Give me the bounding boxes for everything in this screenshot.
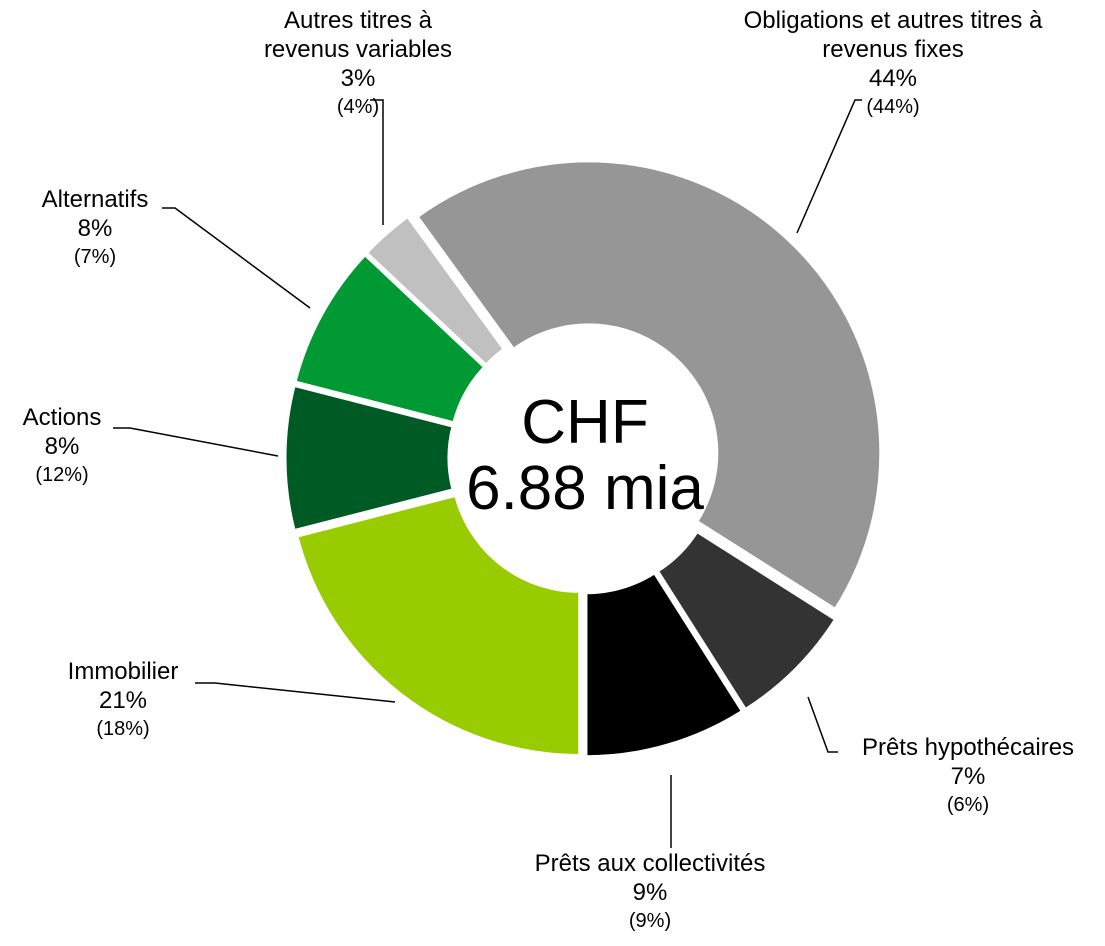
slice-label: Immobilier 21% (18%) [23, 657, 223, 743]
previous-value-label: (18%) [96, 718, 150, 740]
leader-line [113, 427, 279, 457]
value-label: 44% [868, 65, 918, 92]
value-label: 3% [340, 65, 376, 92]
donut-slice [283, 383, 455, 533]
previous-value-label: (9%) [628, 910, 672, 932]
category-label: Alternatifs [41, 186, 149, 213]
donut-slice [295, 493, 582, 758]
center-label: CHF [521, 388, 649, 457]
leaders [113, 99, 862, 848]
center-label: 6.88 mia [466, 454, 704, 523]
leader-line [796, 99, 862, 234]
leader-line [195, 682, 396, 703]
slice-label: Alternatifs 8% (7%) [5, 185, 185, 271]
donut-slice [655, 529, 838, 712]
previous-value-label: (12%) [35, 464, 89, 486]
category-label: Autres titres à revenus variables [263, 7, 453, 63]
slice-label: Autres titres à revenus variables 3% (4%) [238, 6, 478, 121]
previous-value-label: (44%) [866, 96, 920, 118]
slice-label: Actions 8% (12%) [0, 403, 142, 489]
value-label: 9% [632, 879, 668, 906]
donut-slice [584, 570, 745, 759]
donut-slice [415, 159, 883, 612]
category-label: Obligations et autres titres à revenus f… [743, 7, 1043, 63]
donut-slice [293, 252, 487, 425]
value-label: 8% [44, 433, 80, 460]
category-label: Prêts hypothécaires [861, 734, 1075, 761]
leader-line [370, 99, 384, 225]
slice-label: Prêts hypothécaires 7% (6%) [828, 733, 1105, 819]
category-label: Actions [22, 404, 102, 431]
leader-line [162, 207, 311, 309]
value-label: 7% [950, 763, 986, 790]
value-label: 8% [77, 215, 113, 242]
category-label: Prêts aux collectivités [534, 850, 766, 877]
previous-value-label: (7%) [73, 246, 117, 268]
value-label: 21% [98, 687, 148, 714]
category-label: Immobilier [67, 658, 179, 685]
previous-value-label: (6%) [946, 794, 990, 816]
leader-line [807, 696, 838, 753]
slice-label: Prêts aux collectivités 9% (9%) [490, 849, 810, 935]
donut-slice [364, 214, 507, 368]
slice-label: Obligations et autres titres à revenus f… [743, 6, 1043, 121]
previous-value-label: (4%) [336, 96, 380, 118]
